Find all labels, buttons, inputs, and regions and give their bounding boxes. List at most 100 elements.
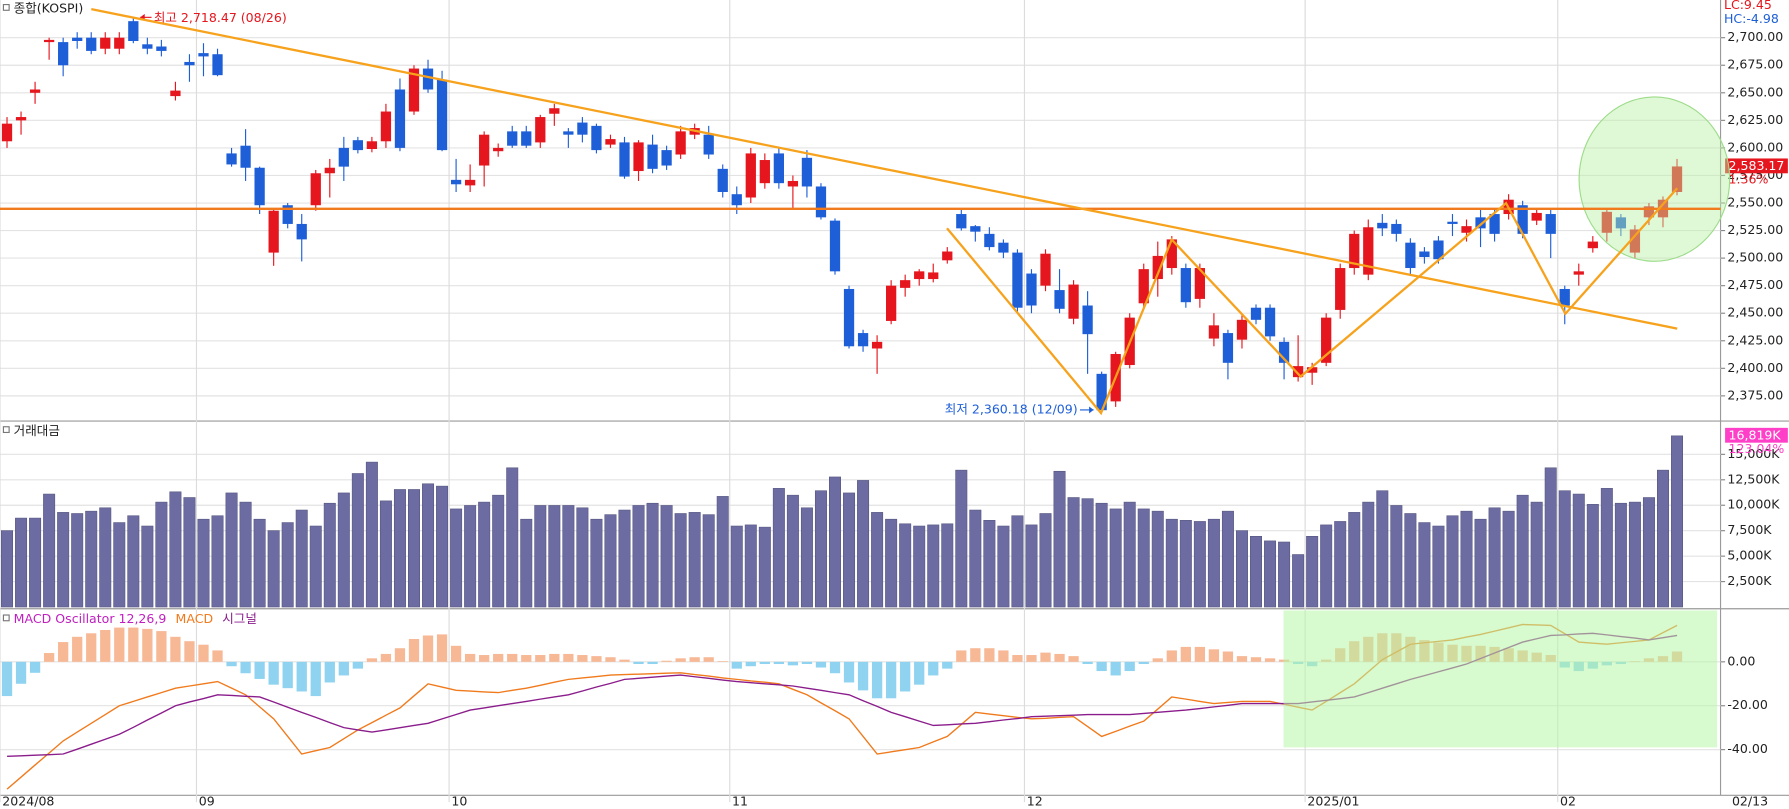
oscillator-bar [58, 642, 69, 662]
oscillator-bar [493, 653, 504, 662]
oscillator-bar [268, 661, 279, 685]
y-tick-label: 2,625.00 [1727, 112, 1783, 127]
candle-body [956, 214, 967, 229]
volume-bar [548, 505, 561, 608]
candle-body [703, 134, 714, 155]
oscillator-bar [703, 657, 714, 662]
oscillator-bar [1124, 661, 1135, 672]
candle-body [1517, 205, 1528, 234]
volume-bar [1432, 525, 1445, 608]
oscillator-bar [212, 650, 223, 662]
volume-bar [1614, 502, 1627, 608]
candle-body [1601, 211, 1612, 233]
candle-body [1335, 268, 1346, 310]
volume-bar [674, 513, 687, 608]
candle-body [1068, 284, 1079, 319]
volume-bar [1418, 522, 1431, 608]
legend-entry: MACD Oscillator 12,26,9 [14, 611, 167, 626]
oscillator-bar [436, 634, 448, 662]
candle-body [72, 37, 83, 41]
candle-body [310, 173, 321, 206]
oscillator-bar [1152, 658, 1163, 662]
candle-body [366, 141, 378, 150]
candle-body [436, 79, 448, 151]
oscillator-bar [675, 658, 686, 662]
volume-bar [1544, 467, 1557, 608]
volume-bar [1081, 498, 1094, 608]
volume-bar [127, 515, 140, 608]
hc-label: HC:-4.98 [1724, 11, 1779, 26]
volume-bar [478, 501, 491, 608]
oscillator-bar [591, 656, 602, 662]
oscillator-bar [366, 658, 378, 662]
candle-body [1419, 251, 1430, 258]
volume-bar [1376, 490, 1389, 608]
volume-bar [562, 505, 575, 608]
candle-body [577, 122, 588, 135]
volume-bar [1, 530, 14, 608]
last-change-label: 1.36% [1729, 172, 1769, 187]
volume-bar [843, 492, 856, 608]
candle-body [296, 223, 307, 240]
high-annotation: 최고 2,718.47 (08/26) [154, 10, 287, 25]
x-tick-label: 12 [1027, 794, 1043, 809]
candle-body [43, 39, 55, 43]
y-tick-label: 2,500K [1727, 573, 1772, 588]
volume-bar [1334, 521, 1347, 608]
volume-bar [1642, 497, 1655, 608]
low-annotation: 최저 2,360.18 (12/09) [945, 401, 1078, 416]
oscillator-bar [1236, 656, 1248, 662]
candle-body [1391, 223, 1402, 234]
volume-bar [534, 505, 547, 608]
oscillator-bar [563, 653, 574, 662]
candle-body [885, 285, 897, 321]
oscillator-bar [1194, 646, 1206, 662]
volume-bar [576, 507, 589, 608]
volume-bar [983, 520, 996, 608]
oscillator-bar [156, 631, 167, 662]
volume-bar [337, 492, 350, 608]
candle-body [156, 46, 167, 51]
y-tick-label: 7,500K [1727, 522, 1772, 537]
volume-bar [899, 523, 912, 608]
oscillator-bar [324, 661, 335, 683]
volume-bar [1628, 501, 1641, 608]
oscillator-bar [170, 636, 181, 662]
candle-body [282, 205, 293, 224]
volume-bar [646, 502, 659, 608]
volume-bar [716, 496, 729, 608]
volume-bar [422, 483, 435, 608]
oscillator-bar [100, 629, 111, 662]
volume-bar [814, 490, 827, 608]
drawings [0, 8, 1731, 748]
candle-body [450, 179, 462, 185]
candle-body [170, 90, 181, 97]
oscillator-bar [254, 661, 265, 679]
candle-body [942, 251, 953, 261]
volume-bar [1011, 515, 1024, 608]
volume-bar [702, 514, 715, 608]
volume-bar [1250, 536, 1262, 608]
volume-bar [1123, 501, 1136, 608]
candle-body [1138, 269, 1149, 304]
candle-body [352, 140, 363, 151]
x-tick-label: 11 [732, 794, 748, 809]
candle-body [1026, 273, 1037, 306]
volume-bar [225, 492, 238, 608]
volume-bar [492, 494, 505, 608]
candle-body [58, 42, 69, 66]
candle-body [1643, 206, 1655, 218]
candle-body [1082, 305, 1093, 335]
candle-body [1433, 240, 1444, 260]
oscillator-bar [1026, 655, 1037, 662]
candle-body [829, 220, 841, 272]
volume-bar [1207, 518, 1220, 608]
legend-entry: 시그널 [222, 611, 257, 626]
oscillator-bar [549, 653, 560, 662]
candle-body [422, 68, 434, 90]
oscillator-bar [282, 661, 293, 689]
y-tick-label: 0.00 [1727, 653, 1755, 668]
oscillator-bar [998, 650, 1009, 662]
oscillator-bar [801, 661, 813, 665]
